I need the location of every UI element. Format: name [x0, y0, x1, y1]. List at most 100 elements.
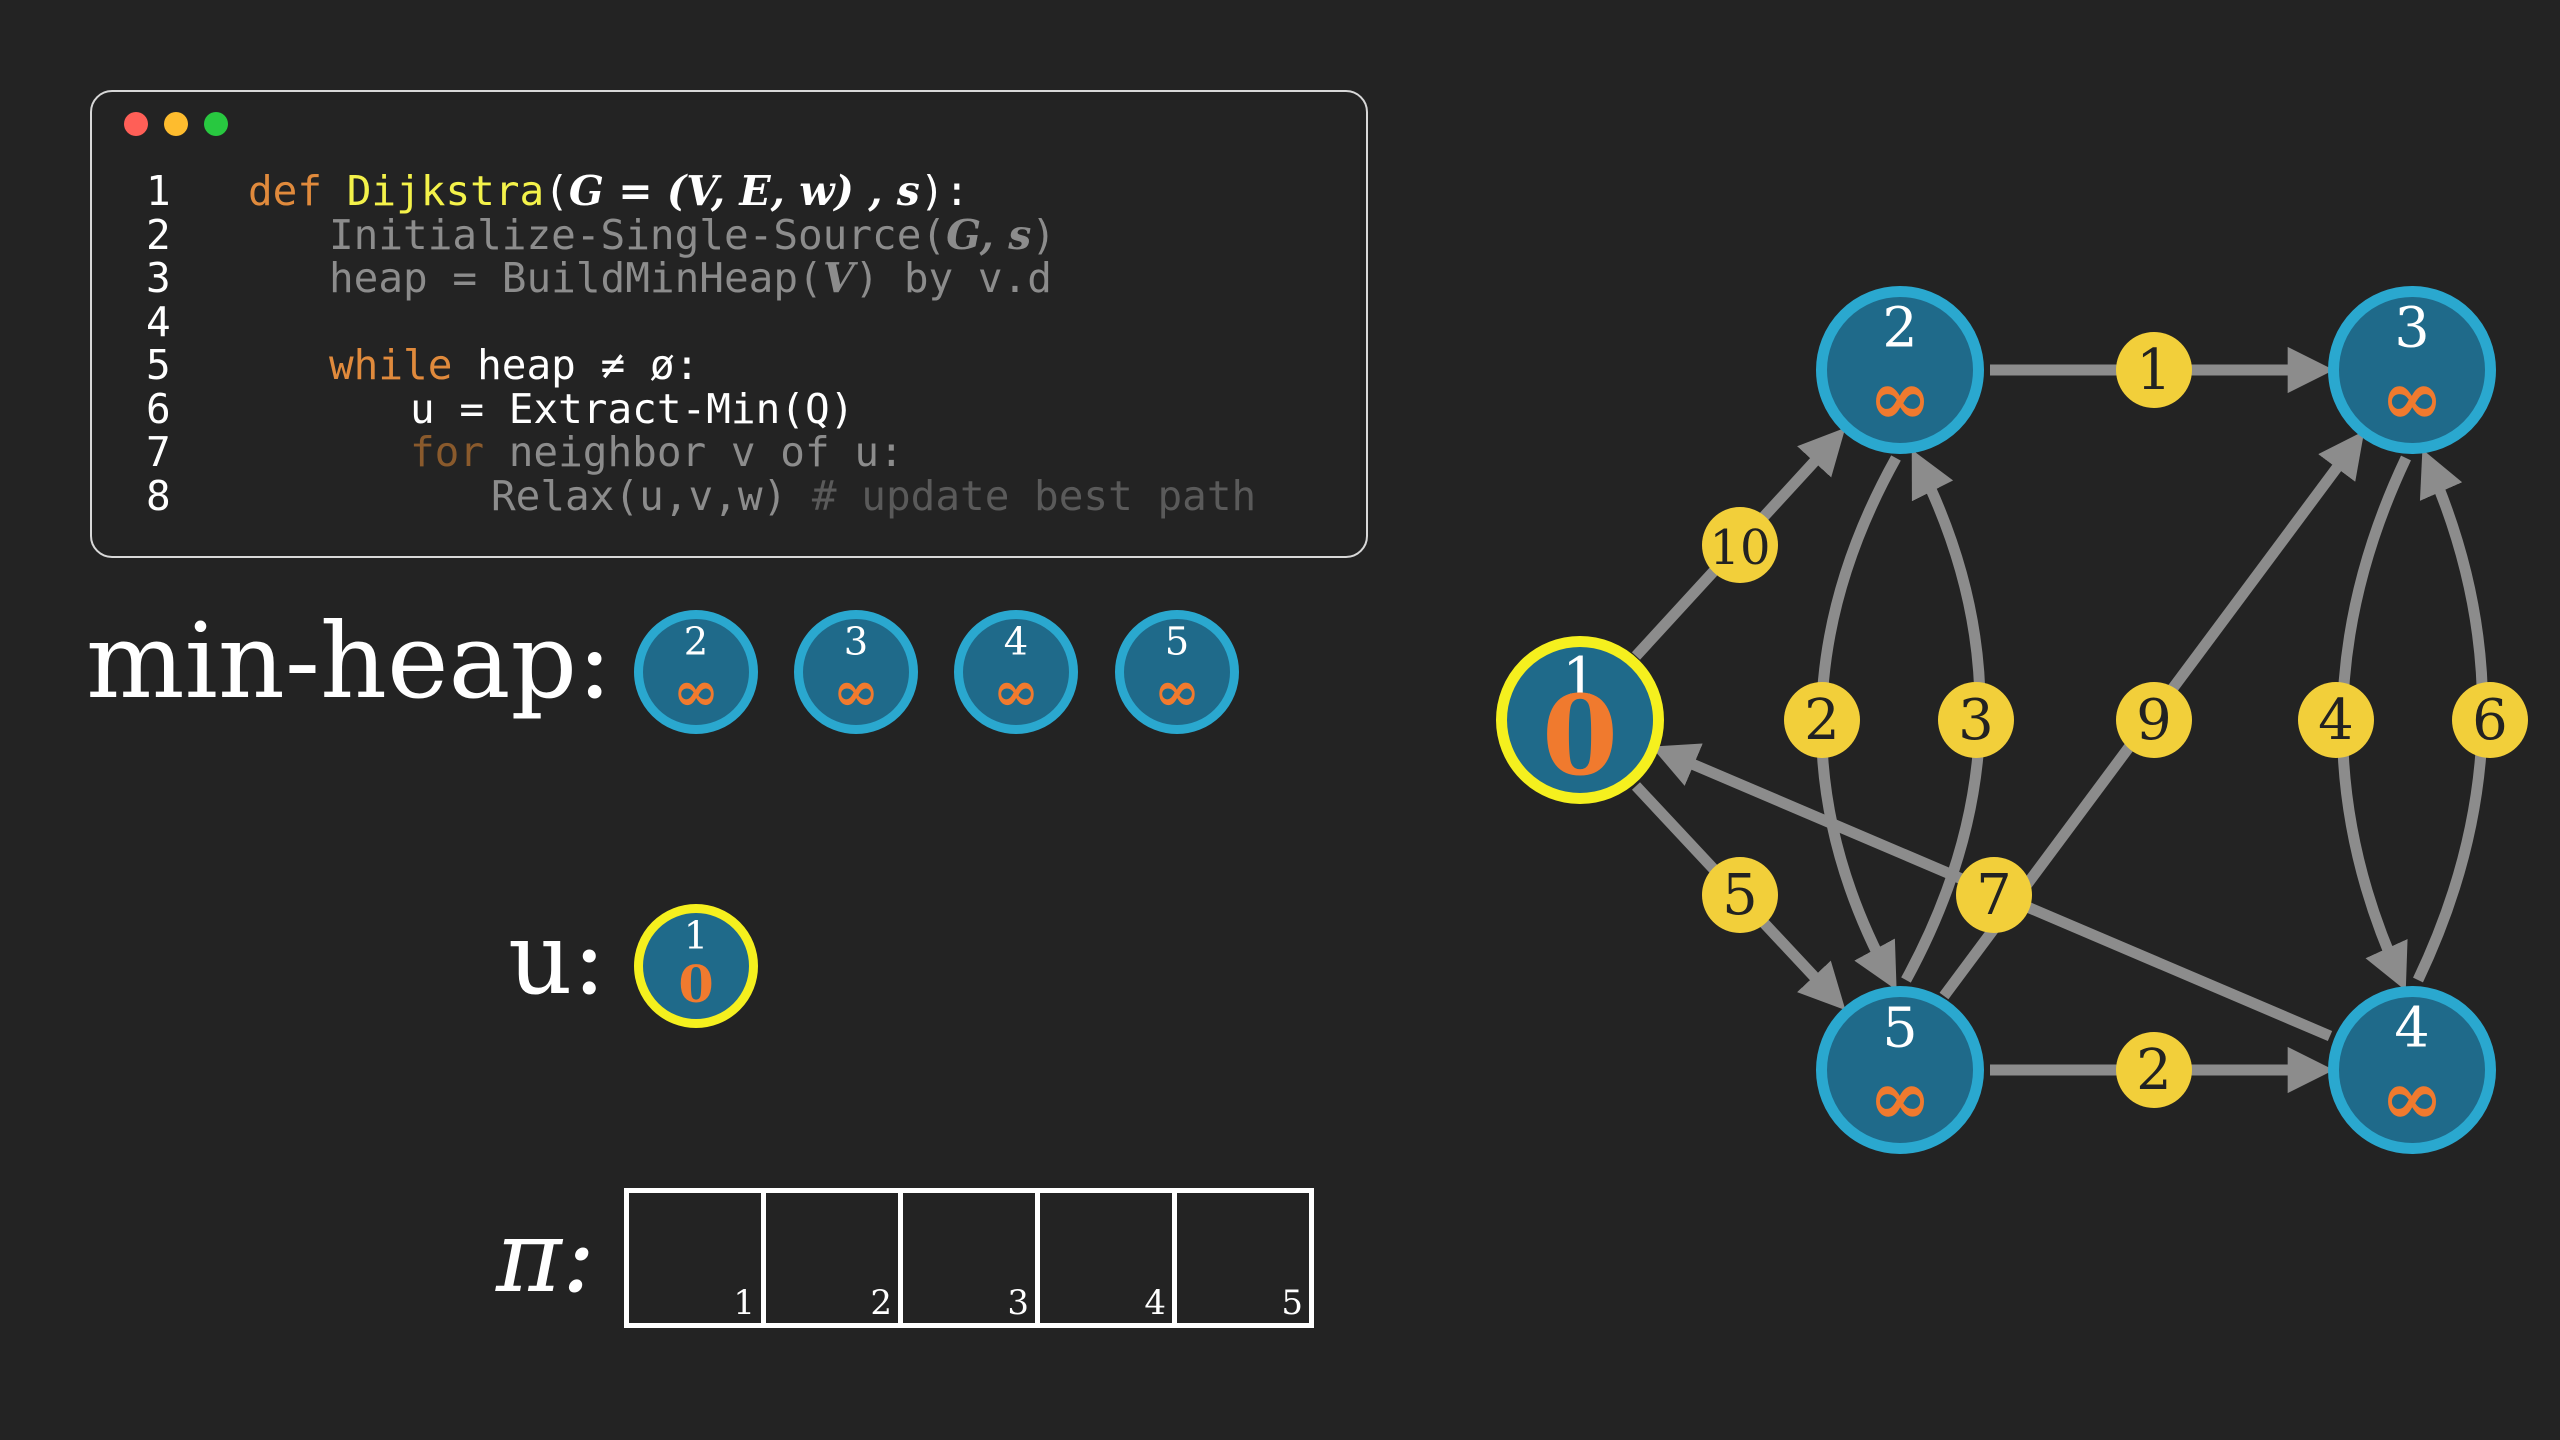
- line-number: 3: [146, 254, 171, 302]
- code-token: heap ≠ ø:: [452, 341, 700, 389]
- predecessor-index: 3: [1007, 1283, 1029, 1323]
- heap-node-2-id: 2: [684, 620, 708, 665]
- weight-value: 6: [2472, 688, 2508, 753]
- weight-value: 4: [2318, 688, 2354, 753]
- line-code: heap = BuildMinHeap(V) by v.d: [329, 254, 1052, 302]
- code-token: V: [822, 254, 855, 302]
- code-token: # update best path: [787, 471, 1257, 520]
- min-heap-label: min-heap:: [86, 600, 613, 722]
- min-heap-nodes: 2∞3∞4∞5∞: [634, 610, 1239, 734]
- code-listing: 1 def Dijkstra(G = (V, E, w) , s): 2 Initia…: [92, 167, 1366, 520]
- weight-value: 10: [1709, 520, 1770, 576]
- edge-weight-1-2: 10: [1702, 507, 1778, 583]
- weight-badge: [2116, 332, 2192, 408]
- heap-node-3-distance: ∞: [833, 659, 879, 724]
- weight-badge: [1784, 682, 1860, 758]
- line-number: 8: [146, 471, 171, 520]
- graph-node-2-id: 2: [1882, 296, 1917, 360]
- edge-weight-1-5: 5: [1702, 857, 1778, 933]
- code-token: def: [248, 167, 347, 215]
- code-line: 2 Initialize-Single-Source(G, s): [92, 210, 1366, 259]
- code-token: heap = BuildMinHeap(: [329, 254, 823, 302]
- code-token: ):: [919, 167, 970, 215]
- window-minimize-dot[interactable]: [164, 112, 188, 136]
- code-token: (: [544, 167, 569, 215]
- graph-node-3-distance: ∞: [2381, 353, 2444, 442]
- weight-badge: [2116, 682, 2192, 758]
- graph-node-3-id: 3: [2394, 296, 2429, 360]
- graph-node-4-circle: [2328, 986, 2496, 1154]
- code-line: 7 for neighbor v of u:: [92, 428, 1366, 476]
- graph-node-5-distance: ∞: [1869, 1053, 1932, 1142]
- current-node-distance: 0: [678, 954, 713, 1014]
- graph-node-5-circle: [1816, 986, 1984, 1154]
- window-maximize-dot[interactable]: [204, 112, 228, 136]
- code-token: ): [1031, 210, 1056, 259]
- edge-weight-5-3: 9: [2116, 682, 2192, 758]
- current-node-id: 1: [684, 914, 708, 959]
- heap-node-5-circle: [1115, 610, 1239, 734]
- code-line: 1 def Dijkstra(G = (V, E, w) , s):: [92, 167, 1366, 215]
- current-node: 10: [634, 904, 758, 1028]
- edge-weight-5-2: 3: [1938, 682, 2014, 758]
- line-code: u = Extract-Min(Q): [410, 384, 855, 433]
- current-node-circle: [634, 904, 758, 1028]
- line-number: 4: [146, 297, 171, 346]
- heap-node-3-id: 3: [844, 620, 868, 665]
- edge-weight-4-3: 6: [2452, 682, 2528, 758]
- line-number: 2: [146, 210, 171, 259]
- edge-weights: 10 5 1 2 3 9 2 7 4 6: [1702, 332, 2528, 1108]
- predecessor-cell: 1: [629, 1193, 766, 1323]
- current-vertex: 10: [634, 904, 758, 1028]
- graph-node-4-id: 4: [2394, 996, 2429, 1060]
- window-close-dot[interactable]: [124, 112, 148, 136]
- code-token: u = Extract-Min(Q): [410, 384, 855, 433]
- predecessor-cell: 2: [766, 1193, 903, 1323]
- weight-badge: [1702, 507, 1778, 583]
- heap-node-5-id: 5: [1165, 620, 1189, 665]
- line-number: 7: [146, 428, 171, 476]
- heap-node-2-distance: ∞: [673, 659, 719, 724]
- code-window: 1 def Dijkstra(G = (V, E, w) , s): 2 Initia…: [90, 90, 1368, 558]
- graph-node-3-circle: [2328, 286, 2496, 454]
- line-number: 1: [146, 167, 171, 215]
- code-token: neighbor v of u:: [484, 428, 904, 476]
- graph-node-2-distance: ∞: [1869, 353, 1932, 442]
- line-code: Initialize-Single-Source(G, s): [329, 210, 1056, 259]
- weight-value: 1: [2136, 338, 2172, 403]
- weight-value: 2: [1804, 688, 1840, 753]
- code-token: for: [410, 428, 485, 476]
- line-number: 6: [146, 384, 171, 433]
- edge-weight-2-5: 2: [1784, 682, 1860, 758]
- heap-node-5: 5∞: [1115, 610, 1239, 734]
- predecessor-label: π:: [496, 1198, 596, 1315]
- predecessor-index: 5: [1281, 1283, 1303, 1323]
- edge-weight-3-4: 4: [2298, 682, 2374, 758]
- graph-node-5: 5∞: [1816, 986, 1984, 1154]
- weight-badge: [2298, 682, 2374, 758]
- heap-node-3: 3∞: [794, 610, 918, 734]
- weight-badge: [2452, 682, 2528, 758]
- weight-badge: [1938, 682, 2014, 758]
- edge-weight-5-4: 2: [2116, 1032, 2192, 1108]
- edge-weight-2-3: 1: [2116, 332, 2192, 408]
- edge-weight-4-1: 7: [1956, 857, 2032, 933]
- graph-node-3: 3∞: [2328, 286, 2496, 454]
- code-line: 3 heap = BuildMinHeap(V) by v.d: [92, 254, 1366, 302]
- graph-node-1-id: 1: [1562, 646, 1597, 710]
- heap-node-4-circle: [954, 610, 1078, 734]
- code-line: 5 while heap ≠ ø:: [92, 341, 1366, 389]
- predecessor-index: 2: [870, 1283, 892, 1323]
- code-line: 8 Relax(u,v,w) # update best path: [92, 471, 1366, 520]
- graph-nodes: 102∞3∞4∞5∞: [1496, 286, 2496, 1154]
- predecessor-cell: 5: [1177, 1193, 1309, 1323]
- weight-badge: [1956, 857, 2032, 933]
- heap-node-3-circle: [794, 610, 918, 734]
- line-code: for neighbor v of u:: [410, 428, 904, 476]
- code-token: Relax(u,v,w): [491, 471, 788, 520]
- weight-value: 2: [2136, 1038, 2172, 1103]
- predecessor-cell: 3: [903, 1193, 1040, 1323]
- graph-node-4-distance: ∞: [2381, 1053, 2444, 1142]
- weight-value: 9: [2136, 688, 2172, 753]
- weight-value: 5: [1722, 863, 1758, 928]
